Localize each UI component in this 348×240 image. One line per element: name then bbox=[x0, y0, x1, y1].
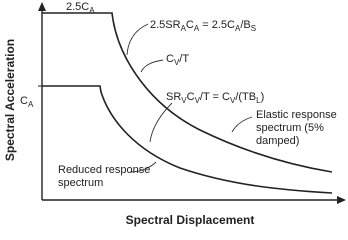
subscript: V bbox=[174, 58, 180, 67]
text-part: /T = C bbox=[200, 91, 230, 103]
text-line: spectrum bbox=[58, 177, 103, 189]
text-part: 2.5SR bbox=[150, 19, 181, 31]
y-arrow bbox=[38, 2, 46, 11]
leader bbox=[126, 23, 149, 56]
elastic-curve bbox=[42, 12, 333, 173]
formula-label: CV/T bbox=[166, 53, 189, 67]
elastic-label: Elastic response spectrum (5% damped) bbox=[256, 109, 337, 147]
text-part: SR bbox=[166, 91, 181, 103]
text-line: spectrum (5% bbox=[256, 122, 324, 134]
formula-label: SRVCV/T = CV/(TBL) bbox=[166, 91, 264, 105]
reduced-curve bbox=[42, 85, 333, 194]
x-axis-label: Spectral Displacement bbox=[126, 213, 255, 227]
text-line: Elastic response bbox=[256, 109, 337, 121]
text-part: C bbox=[166, 53, 174, 65]
text-part: C bbox=[186, 19, 194, 31]
text-part: ) bbox=[261, 91, 265, 103]
text-part: C bbox=[187, 91, 195, 103]
subscript: V bbox=[230, 96, 236, 105]
subscript: S bbox=[251, 24, 256, 33]
diagram: Spectral Acceleration Spectral Displacem… bbox=[3, 1, 346, 227]
text-part: /B bbox=[240, 19, 250, 31]
formula-label: 2.5SRACA = 2.5CA/BS bbox=[150, 19, 256, 33]
leader bbox=[129, 161, 157, 173]
text-part: /T bbox=[179, 53, 189, 65]
text-line: damped) bbox=[256, 135, 299, 147]
subscript: A bbox=[89, 6, 95, 15]
y-axis-label: Spectral Acceleration bbox=[3, 39, 17, 161]
leader bbox=[149, 102, 173, 143]
y-tick-label: CA bbox=[20, 95, 34, 109]
x-arrow bbox=[337, 196, 346, 204]
subscript: A bbox=[181, 24, 187, 33]
plateau-label: 2.5CA bbox=[66, 1, 95, 15]
subscript: V bbox=[181, 96, 187, 105]
leader bbox=[140, 59, 164, 73]
subscript: L bbox=[256, 96, 261, 105]
text-line: Reduced response bbox=[58, 164, 150, 176]
text-part: 2.5C bbox=[66, 1, 89, 13]
subscript: V bbox=[195, 96, 201, 105]
text-part: C bbox=[20, 95, 28, 107]
text-part: /(TB bbox=[235, 91, 256, 103]
leader bbox=[231, 116, 253, 133]
subscript: A bbox=[194, 24, 200, 33]
subscript: A bbox=[28, 100, 34, 109]
text-part: = 2.5C bbox=[199, 19, 235, 31]
reduced-label: Reduced response spectrum bbox=[58, 164, 150, 189]
subscript: A bbox=[235, 24, 241, 33]
